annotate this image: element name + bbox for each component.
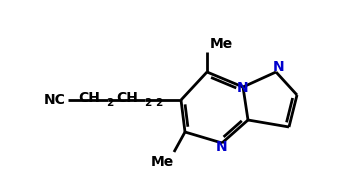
Text: 2: 2 bbox=[155, 98, 162, 108]
Text: N: N bbox=[273, 60, 285, 74]
Text: CH: CH bbox=[116, 91, 138, 105]
Text: N: N bbox=[216, 140, 228, 154]
Text: CH: CH bbox=[78, 91, 100, 105]
Text: 2: 2 bbox=[106, 98, 113, 108]
Text: 2: 2 bbox=[144, 98, 151, 108]
Text: Me: Me bbox=[210, 37, 233, 51]
Text: NC: NC bbox=[44, 93, 66, 107]
Text: N: N bbox=[237, 81, 249, 95]
Text: Me: Me bbox=[150, 155, 174, 169]
